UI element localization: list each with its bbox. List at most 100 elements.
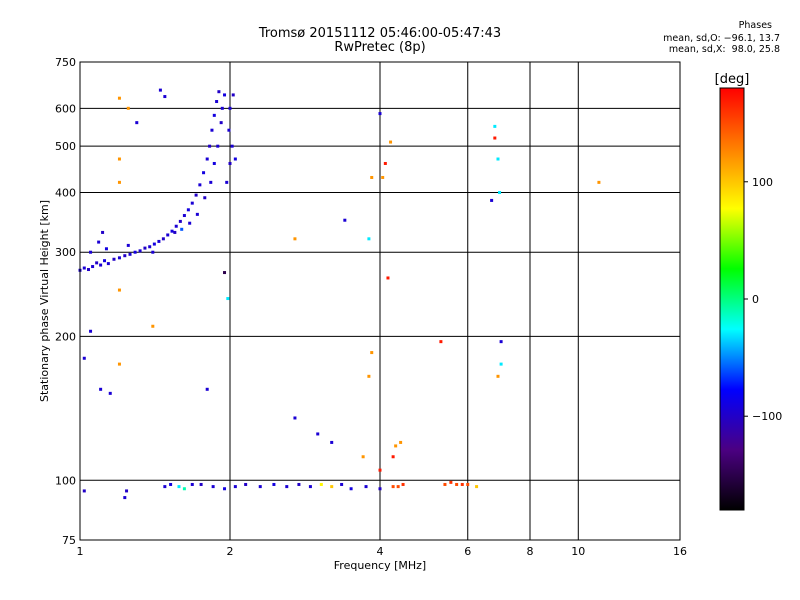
chart-subtitle: RwPretec (8p) [334,40,426,55]
data-point [157,239,161,243]
data-point [386,276,390,280]
data-point [138,249,142,253]
x-tick-label: 6 [464,545,471,558]
data-point [223,487,227,491]
y-tick-label: 500 [55,140,76,153]
data-point [230,144,234,148]
data-point [226,297,230,301]
data-point [272,482,276,486]
data-point [210,128,214,132]
data-point [158,88,162,92]
y-tick-label: 600 [55,102,76,115]
x-tick-label: 2 [227,545,234,558]
data-point [216,144,220,148]
data-point [220,106,224,110]
data-point [208,144,212,148]
colorbar-tick-label: 0 [752,293,759,306]
data-point [182,214,186,218]
data-point [499,362,503,366]
y-axis-ticks: 75 100 200 300 400 500 600 750 [55,56,76,547]
data-point [361,455,365,459]
data-point [378,468,382,472]
x-tick-label: 16 [673,545,687,558]
data-point [233,157,237,161]
data-point [205,387,209,391]
data-point [123,496,127,500]
data-point [126,243,130,247]
data-point [258,485,262,489]
data-point [166,233,170,237]
data-point [233,485,237,489]
x-tick-label: 8 [527,545,534,558]
grid-lines [80,62,680,540]
x-axis-label: Frequency [MHz] [334,559,426,572]
data-point [378,112,382,116]
data-point [228,161,232,165]
data-point [169,482,173,486]
data-point [297,482,301,486]
data-point [455,482,459,486]
data-point [293,237,297,241]
data-point [126,106,130,110]
chart-title: Tromsø 20151112 05:46:00-05:47:43 [258,26,502,41]
data-point [293,416,297,420]
data-point [223,93,227,97]
data-point [117,157,121,161]
data-point [123,254,127,258]
data-point [227,128,231,132]
data-point [225,180,229,184]
data-point [194,193,198,197]
data-point [161,237,165,241]
data-point [188,221,192,225]
colorbar: [deg] 100 0 −100 [715,72,782,511]
data-point [460,482,464,486]
data-point [449,480,453,484]
data-point [496,374,500,378]
phase-stats-title: Phases [738,20,772,31]
data-point [316,432,320,436]
data-point [383,161,387,165]
data-point [391,455,395,459]
data-point [330,440,334,444]
data-point [89,250,93,254]
data-point [133,250,137,254]
data-point [104,247,108,251]
data-point [217,90,221,94]
data-point [178,219,182,223]
data-point [112,257,116,261]
x-tick-label: 10 [571,545,585,558]
data-point [308,485,312,489]
x-tick-label: 4 [377,545,384,558]
data-point [203,196,207,200]
data-point [117,288,121,292]
data-point [490,198,494,202]
data-point [340,482,344,486]
data-point [211,485,215,489]
data-point [151,324,155,328]
data-point [399,440,403,444]
data-point [173,230,177,234]
data-point [117,256,121,260]
data-point [190,482,194,486]
data-point [439,340,443,344]
x-tick-label: 1 [77,545,84,558]
data-point [99,387,103,391]
data-point [86,268,90,272]
data-point [493,136,497,140]
data-point [401,482,405,486]
data-point [209,180,213,184]
data-point [212,161,216,165]
data-point [170,229,174,233]
data-point [82,489,86,493]
data-point [97,240,101,244]
x-axis-ticks: 1 2 4 6 8 10 16 [77,545,688,558]
data-point [199,482,203,486]
colorbar-tick-label: −100 [752,410,782,423]
y-tick-label: 400 [55,186,76,199]
data-point [103,259,107,263]
data-point [370,351,374,355]
data-point [117,362,121,366]
data-point [215,100,219,104]
plot-frame [79,61,681,541]
